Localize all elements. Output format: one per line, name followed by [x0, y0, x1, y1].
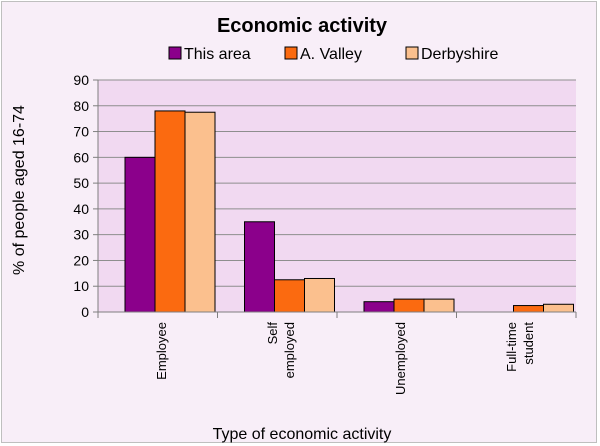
bar-this-area-0: [124, 156, 156, 313]
y-tick-label: 40: [73, 201, 89, 217]
x-category-label: student: [521, 322, 536, 365]
bar-this-area-2: [363, 301, 395, 313]
legend-label: This area: [184, 46, 251, 63]
plot-area: 0 10 20 30 40 50 60 70 80 90 Employee Self employed U…: [73, 72, 577, 395]
legend-label: Derbyshire: [421, 46, 498, 63]
y-axis-title: % of people aged 16-74: [11, 105, 28, 275]
bar-derbyshire-2: [423, 298, 455, 313]
chart-title: Economic activity: [217, 15, 388, 37]
y-tick-label: 30: [73, 227, 89, 243]
y-tick-label: 50: [73, 175, 89, 191]
x-category-label: employed: [282, 322, 297, 378]
bar-a-valley-1: [274, 279, 305, 313]
y-tick-label: 70: [73, 124, 89, 140]
y-tick-label: 10: [73, 278, 89, 294]
y-tick-label: 80: [73, 98, 89, 114]
legend-label: A. Valley: [300, 46, 362, 63]
chart-legend: This area A. Valley Derbyshire: [168, 46, 498, 63]
bar-a-valley-2: [393, 298, 425, 313]
y-tick-label: 0: [81, 304, 89, 320]
legend-swatch: [405, 46, 419, 60]
y-tick-label: 60: [73, 149, 89, 165]
x-category-label: Employee: [154, 322, 169, 380]
x-category-label: Unemployed: [393, 322, 408, 395]
x-category-label: Self: [265, 322, 280, 345]
bar-this-area-1: [244, 221, 275, 313]
bar-derbyshire-3: [543, 303, 574, 313]
legend-swatch: [168, 46, 182, 60]
bar-a-valley-3: [513, 305, 544, 313]
bar-derbyshire-1: [304, 277, 335, 313]
bar-derbyshire-0: [184, 111, 216, 313]
x-axis-title: Type of economic activity: [213, 426, 392, 443]
x-category-label: Full-time: [504, 322, 519, 372]
bar-a-valley-0: [154, 110, 186, 313]
legend-swatch: [284, 46, 298, 60]
y-tick-label: 20: [73, 252, 89, 268]
y-tick-label: 90: [73, 72, 89, 88]
